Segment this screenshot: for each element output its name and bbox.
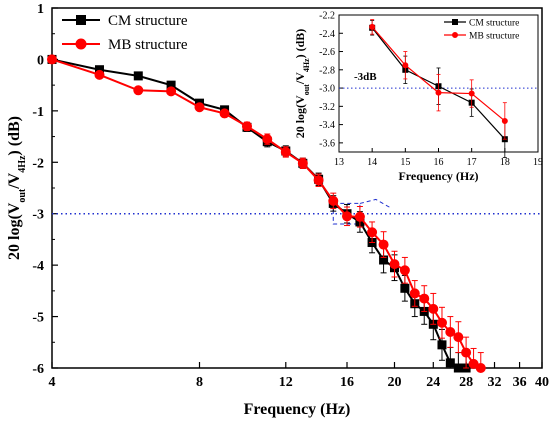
data-point — [342, 211, 353, 222]
x-tick-label: 24 — [426, 375, 440, 390]
data-point — [297, 158, 308, 169]
data-point — [428, 303, 439, 314]
inset-y-tick-label: -2.6 — [319, 47, 335, 58]
data-point — [367, 227, 378, 238]
inset-y-tick-label: -3.0 — [319, 84, 335, 95]
x-tick-label: 32 — [488, 375, 502, 390]
data-point — [389, 259, 400, 270]
inset-x-tick-label: 14 — [367, 157, 377, 168]
data-point — [461, 347, 472, 358]
y-tick-label: 1 — [37, 2, 44, 17]
zoom-pointer-line — [359, 198, 391, 208]
y-tick-label: -3 — [32, 208, 44, 223]
data-point — [133, 71, 143, 81]
data-point — [400, 283, 410, 293]
inset-y-tick-label: -2.4 — [319, 29, 335, 40]
y-tick-label: -5 — [32, 311, 44, 326]
y-tick-label: 0 — [37, 53, 44, 68]
inset-y-tick-label: -3.2 — [319, 102, 335, 113]
inset-x-tick-label: 18 — [500, 157, 510, 168]
inset-data-point — [501, 117, 508, 124]
data-point — [313, 175, 324, 186]
x-tick-label: 16 — [340, 375, 354, 390]
inset-y-tick-label: -3.4 — [319, 120, 335, 131]
inset-legend-marker — [452, 19, 458, 25]
data-point — [445, 327, 456, 337]
inset-minus-3db-annotation: -3dB — [354, 71, 377, 83]
data-point — [262, 134, 273, 145]
legend-label: MB structure — [108, 37, 188, 53]
data-point — [475, 363, 486, 373]
main-plot: 4 8 12 16 20 24 28 32 36 40 1 0 -1 -2 -3 -4 -5 -6 Frequenc… — [6, 2, 549, 418]
y-tick-label: -4 — [32, 259, 44, 274]
inset-y-tick-label: -2.2 — [319, 11, 335, 22]
inset-x-tick-label: 16 — [434, 157, 444, 168]
data-point — [194, 102, 205, 113]
data-point — [378, 239, 389, 250]
inset-x-tick-label: 15 — [400, 157, 410, 168]
inset-data-point — [402, 62, 409, 69]
x-tick-label: 12 — [279, 375, 293, 390]
inset-x-tick-label: 17 — [467, 157, 477, 168]
inset-data-point — [468, 90, 475, 97]
x-axis-title: Frequency (Hz) — [244, 401, 351, 418]
legend: CM structure MB structure — [62, 13, 188, 53]
data-point — [453, 363, 463, 373]
data-point — [280, 147, 291, 157]
inset-x-tick-label: 13 — [334, 157, 344, 168]
x-tick-label: 8 — [196, 375, 203, 390]
inset-legend: CM structure MB structure — [444, 19, 519, 42]
x-tick-label: 4 — [49, 375, 56, 390]
inset-legend-marker — [452, 32, 458, 38]
y-tick-label: -2 — [32, 156, 44, 171]
inset-legend-label: MB structure — [469, 32, 519, 42]
series-mb-structure — [47, 54, 486, 373]
inset-data-point — [435, 89, 442, 96]
data-point — [409, 288, 420, 299]
inset-data-point — [369, 23, 376, 30]
inset-y-tick-label: -3.6 — [319, 138, 335, 149]
data-point — [219, 108, 230, 119]
data-point — [354, 211, 365, 222]
y-tick-label: -1 — [32, 105, 44, 120]
legend-label: CM structure — [108, 13, 188, 29]
data-point — [241, 121, 252, 132]
data-point — [133, 85, 144, 96]
y-axis-title: 20 log(Vout/V4Hz) (dB) — [6, 116, 28, 260]
data-point — [94, 69, 105, 80]
inset-x-axis-title: Frequency (Hz) — [398, 169, 478, 183]
x-tick-label: 36 — [513, 375, 527, 390]
inset-plot: 13 14 15 16 17 18 19 -2.2 -2.4 -2.6 -2.8 -3.0 -3.2 -3… — [293, 11, 543, 184]
x-tick-label: 20 — [387, 375, 401, 390]
data-point — [47, 54, 57, 65]
inset-legend-label: CM structure — [469, 19, 519, 29]
inset-y-axis-title: 20 log(Vout/V4Hz) (dB) — [293, 29, 311, 139]
x-tick-label: 40 — [535, 375, 549, 390]
data-point — [166, 86, 177, 97]
data-point — [436, 317, 447, 328]
data-point — [328, 195, 339, 206]
legend-marker — [76, 15, 86, 25]
inset-x-tick-label: 19 — [533, 157, 543, 168]
x-tick-label: 28 — [459, 375, 473, 390]
data-point — [445, 358, 455, 368]
y-tick-label: -6 — [32, 362, 44, 377]
inset-y-tick-label: -2.8 — [319, 65, 335, 76]
inset-series-mb-structure — [369, 19, 508, 140]
data-point — [399, 265, 410, 276]
data-point — [419, 293, 430, 304]
legend-marker — [75, 38, 87, 50]
data-point — [453, 332, 464, 343]
data-point — [437, 340, 447, 350]
